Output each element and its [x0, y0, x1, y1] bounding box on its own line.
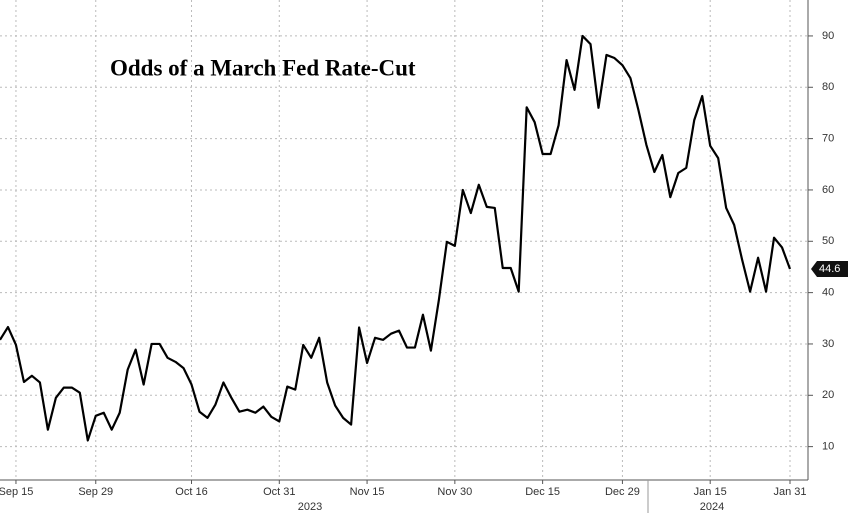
x-tick-label: Dec 29	[605, 486, 640, 498]
chart-title: Odds of a March Fed Rate-Cut	[110, 55, 416, 80]
x-tick-label: Oct 31	[263, 486, 295, 498]
x-tick-label: Dec 15	[525, 486, 560, 498]
y-tick-label: 40	[822, 287, 834, 299]
x-group-label: 2023	[298, 501, 322, 513]
x-tick-label: Jan 31	[773, 486, 806, 498]
y-tick-label: 10	[822, 441, 834, 453]
last-value-box	[811, 261, 848, 278]
x-tick-label: Sep 29	[78, 486, 113, 498]
x-tick-label: Nov 30	[437, 486, 472, 498]
y-tick-label: 70	[822, 133, 834, 145]
last-value-label: 44.6	[819, 263, 840, 275]
y-tick-label: 80	[822, 81, 834, 93]
y-tick-label: 50	[822, 235, 834, 247]
y-tick-label: 60	[822, 184, 834, 196]
x-tick-label: Nov 15	[350, 486, 385, 498]
x-tick-label: Jan 15	[694, 486, 727, 498]
line-series	[0, 34, 792, 442]
x-group-label: 2024	[700, 501, 724, 513]
x-tick-label: Sep 15	[0, 486, 33, 498]
y-tick-label: 30	[822, 338, 834, 350]
y-tick-label: 90	[822, 30, 834, 42]
y-tick-label: 20	[822, 389, 834, 401]
x-tick-label: Oct 16	[175, 486, 207, 498]
